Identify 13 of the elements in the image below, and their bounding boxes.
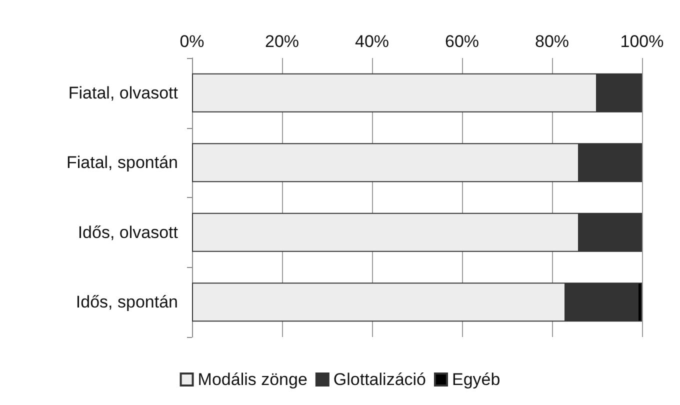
x-tick-label: 80% bbox=[534, 32, 570, 51]
legend-label: Modális zönge bbox=[198, 370, 308, 389]
legend-label: Egyéb bbox=[452, 370, 500, 389]
x-tick-label: 40% bbox=[354, 32, 390, 51]
y-tick-label: Idős, olvasott bbox=[78, 222, 178, 242]
x-tick-label: 0% bbox=[180, 32, 204, 51]
x-tick-label: 20% bbox=[264, 32, 300, 51]
x-tick-label: 100% bbox=[620, 32, 664, 51]
x-tick-label: 60% bbox=[444, 32, 480, 51]
y-tick-label: Fiatal, olvasott bbox=[68, 83, 178, 102]
y-tick-label: Fiatal, spontán bbox=[66, 153, 178, 172]
y-tick-label: Idős, spontán bbox=[76, 292, 178, 312]
legend-label: Glottalizáció bbox=[333, 370, 426, 389]
